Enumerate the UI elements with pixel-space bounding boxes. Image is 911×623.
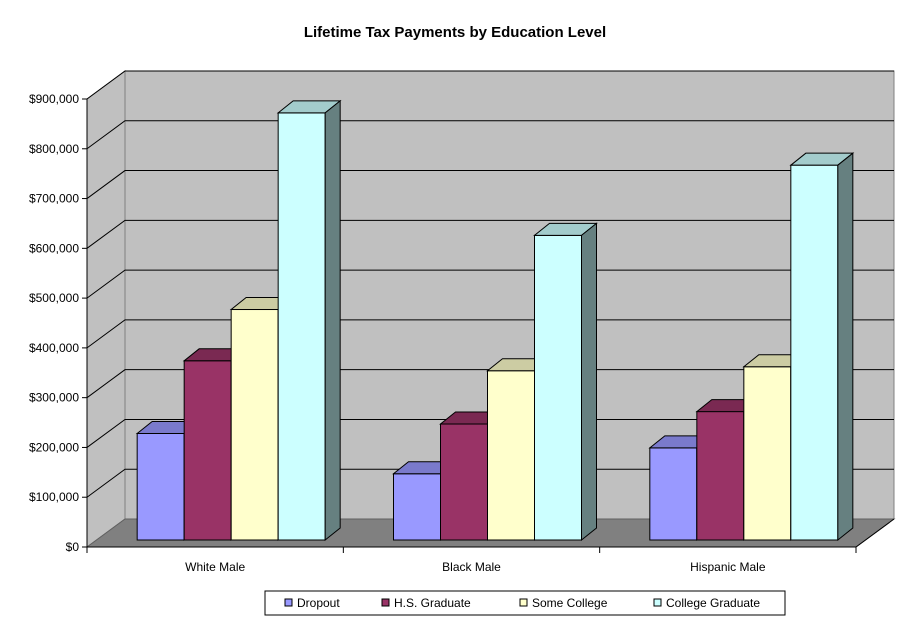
legend-label: Some College: [532, 596, 608, 610]
legend: Dropout H.S. Graduate Some College College …: [264, 590, 786, 616]
x-tick-label: Black Male: [442, 560, 501, 574]
y-tick-label: $0: [66, 540, 80, 554]
legend-label: College Graduate: [666, 596, 760, 610]
y-tick-label: $200,000: [29, 440, 79, 454]
side-wall: [86, 70, 126, 548]
legend-label: Dropout: [297, 596, 340, 610]
legend-swatch: [284, 598, 293, 607]
legend-swatch: [519, 598, 528, 607]
y-tick-label: $600,000: [29, 241, 79, 255]
bar-front: [743, 366, 792, 541]
gridline: [86, 120, 894, 150]
plot-area: $0 $100,000 $200,000 $300,000 $400,000 $500,0…: [29, 70, 896, 574]
gridline: [86, 468, 894, 498]
gridline: [86, 369, 894, 399]
legend-label: H.S. Graduate: [394, 596, 471, 610]
gridline: [86, 70, 894, 100]
gridline: [86, 269, 894, 299]
bar-front: [534, 234, 582, 541]
bar-front: [649, 447, 698, 541]
gridline: [86, 319, 894, 349]
bar-side: [581, 222, 597, 542]
bar: [276, 99, 342, 542]
bar-front: [230, 309, 279, 541]
bar-front: [183, 360, 232, 541]
bar-front: [136, 432, 185, 541]
legend-swatch: [381, 598, 390, 607]
y-tick-label: $900,000: [29, 92, 79, 106]
x-tick-label: White Male: [185, 560, 245, 574]
floor-edge: [855, 518, 895, 548]
bar-front: [487, 370, 535, 541]
y-tick-label: $300,000: [29, 391, 79, 405]
gridline: [86, 418, 894, 448]
bar-front: [696, 411, 745, 541]
x-tick-label: Hispanic Male: [690, 560, 766, 574]
bar-front: [277, 112, 326, 541]
bar-front: [393, 473, 441, 541]
bar: [533, 222, 598, 542]
chart-title: Lifetime Tax Payments by Education Level: [304, 24, 606, 41]
bar: [789, 152, 855, 542]
legend-swatch: [653, 598, 662, 607]
bar-front: [440, 423, 488, 541]
y-tick-label: $800,000: [29, 142, 79, 156]
y-tick-label: $100,000: [29, 490, 79, 504]
gridline: [86, 170, 894, 199]
bar-side: [324, 99, 341, 542]
gridline: [86, 219, 894, 249]
bar-front: [790, 164, 839, 541]
y-tick-label: $700,000: [29, 192, 79, 206]
bar-side: [837, 152, 854, 542]
y-tick-label: $500,000: [29, 291, 79, 305]
y-tick-label: $400,000: [29, 341, 79, 355]
